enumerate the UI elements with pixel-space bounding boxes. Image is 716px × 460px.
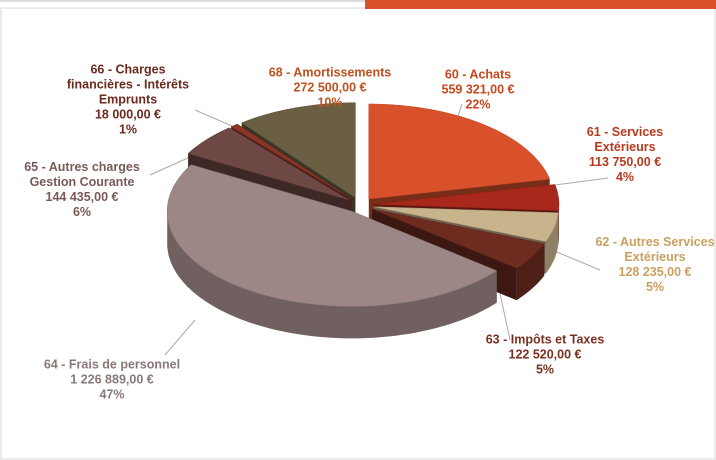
frame	[0, 7, 716, 460]
category-name: 60 - Achats	[444, 67, 512, 82]
percent-label: 1%	[118, 122, 138, 137]
category-name: 61 - Services Extérieurs	[586, 125, 664, 154]
value-label: 128 235,00 €	[618, 265, 692, 279]
slice-wall	[545, 212, 559, 274]
value-label: 144 435,00 €	[45, 190, 119, 204]
percent-label: 22%	[465, 97, 491, 112]
slice-wall	[516, 243, 545, 301]
slice	[373, 184, 560, 211]
slice-label: 68 - Amortissements 272 500,00 €10%	[260, 66, 400, 111]
percent-label: 5%	[645, 280, 665, 294]
value-label: 18 000,00 €	[94, 107, 162, 122]
slice-wall	[167, 211, 497, 339]
slice-label: 61 - Services Extérieurs 113 750,00 €4%	[555, 125, 695, 185]
leader-line	[554, 177, 609, 186]
slice	[187, 127, 350, 201]
percent-label: 4%	[615, 170, 635, 184]
value-label: 272 500,00 €	[293, 80, 367, 95]
slice-label: 63 - Impôts et Taxes 122 520,00 €5%	[475, 333, 615, 378]
percent-label: 10%	[317, 95, 343, 110]
category-name: 63 - Impôts et Taxes	[485, 332, 605, 347]
top-bar	[365, 0, 716, 9]
slice-label: 60 - Achats 559 321,00 €22%	[408, 68, 548, 113]
percent-label: 5%	[535, 362, 555, 377]
percent-label: 6%	[72, 205, 92, 219]
slice	[372, 208, 545, 269]
leader-line	[194, 109, 233, 127]
value-label: 1 226 889,00 €	[70, 372, 154, 387]
category-name: 68 - Amortissements	[268, 65, 392, 80]
category-name: 66 - Charges financières - Intérêts Empr…	[66, 62, 190, 107]
category-name: 64 - Frais de personnel	[43, 357, 181, 372]
value-label: 559 321,00 €	[441, 82, 515, 97]
slice-label: 66 - Charges financières - Intérêts Empr…	[66, 63, 191, 138]
category-name: 62 - Autres Services Extérieurs	[595, 235, 715, 264]
slice-group	[166, 164, 498, 339]
slice	[373, 206, 559, 242]
slice-label: 65 - Autres charges Gestion Courante 144 …	[12, 160, 152, 220]
percent-label: 47%	[99, 387, 125, 402]
slice	[166, 164, 498, 307]
value-label: 122 520,00 €	[508, 347, 582, 362]
slice-label: 64 - Frais de personnel 1 226 889,00 €47%	[42, 358, 182, 403]
slice	[230, 123, 352, 200]
slice	[241, 102, 356, 199]
slice-label: 62 - Autres Services Extérieurs 128 235,0…	[585, 235, 716, 295]
category-name: 65 - Autres charges Gestion Courante	[24, 160, 140, 189]
leader-line	[164, 319, 196, 356]
value-label: 113 750,00 €	[588, 155, 662, 169]
slice	[368, 103, 551, 200]
